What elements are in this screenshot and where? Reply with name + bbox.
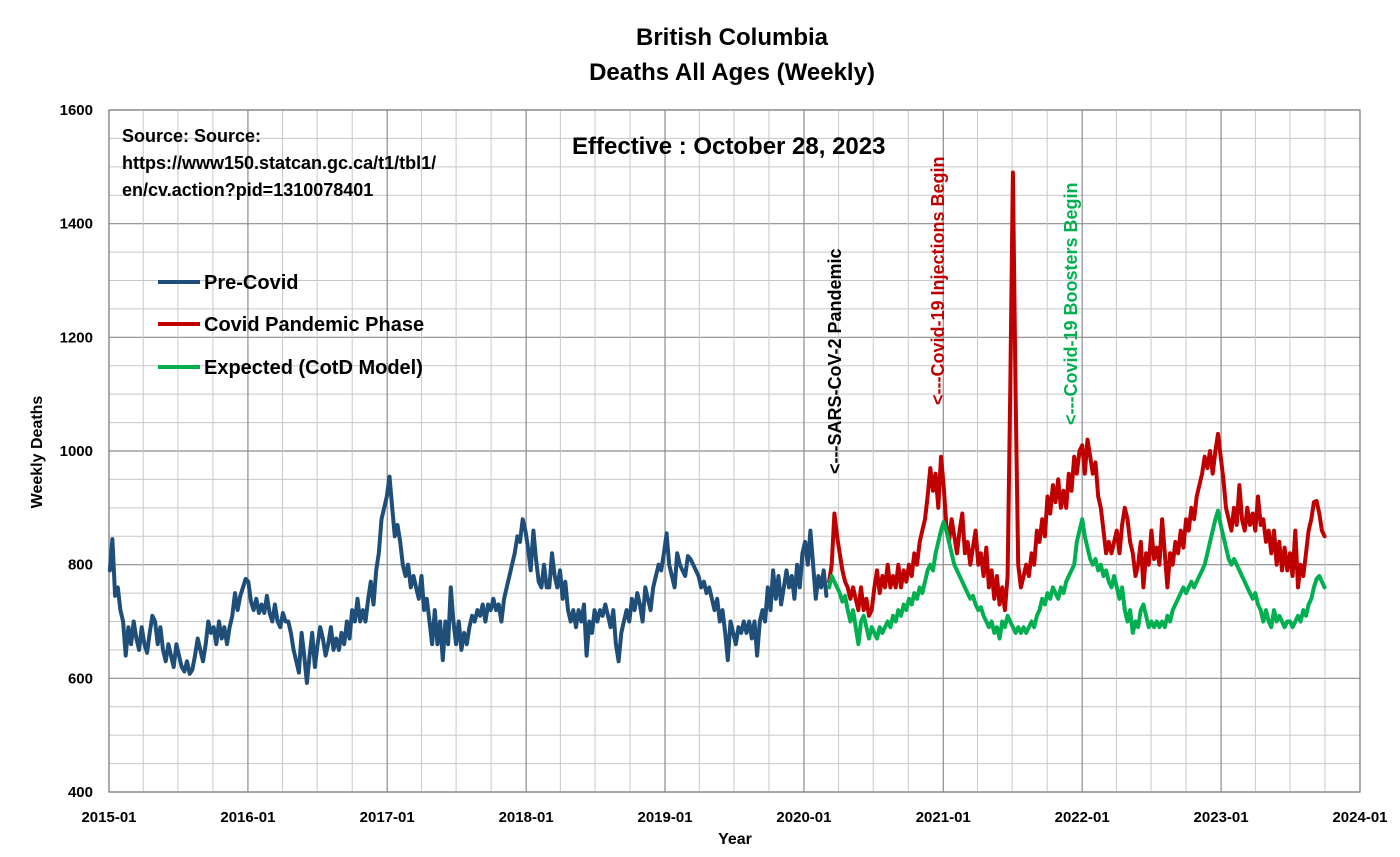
series-line-expected-cotd-model <box>827 508 1327 647</box>
chart-title-line-2: Deaths All Ages (Weekly) <box>589 59 875 86</box>
x-tick-label: 2024-01 <box>1332 809 1387 826</box>
x-tick-label: 2015-01 <box>81 809 136 826</box>
x-axis-label: Year <box>718 831 752 848</box>
y-tick-label: 600 <box>68 670 93 687</box>
effective-date-note: Effective : October 28, 2023 <box>572 133 885 160</box>
y-tick-label: 800 <box>68 557 93 574</box>
series-layer <box>107 170 1327 685</box>
x-tick-label: 2020-01 <box>776 809 831 826</box>
source-note-line-2: https://www150.statcan.gc.ca/t1/tbl1/ <box>122 153 436 173</box>
legend: Pre-Covid Covid Pandemic Phase Expected … <box>158 272 424 379</box>
series-line-covid-pandemic-phase <box>827 170 1327 618</box>
x-tick-label: 2018-01 <box>499 809 554 826</box>
source-note-line-3: en/cv.action?pid=1310078401 <box>122 180 373 200</box>
annotation-injections-begin: <---Covid-19 Injections Begin <box>928 156 948 405</box>
annotation-boosters-begin: <---Covid-19 Boosters Begin <box>1061 182 1081 425</box>
x-tick-label: 2021-01 <box>916 809 971 826</box>
annotation-sars-cov-2-pandemic: <---SARS-CoV-2 Pandemic <box>825 248 845 474</box>
x-tick-label: 2022-01 <box>1055 809 1110 826</box>
x-tick-label: 2017-01 <box>360 809 415 826</box>
plot-area-border <box>108 109 1361 793</box>
x-tick-label: 2023-01 <box>1194 809 1249 826</box>
legend-label-covid-pandemic-phase: Covid Pandemic Phase <box>204 314 424 336</box>
x-tick-label: 2019-01 <box>638 809 693 826</box>
y-tick-label: 1200 <box>60 329 93 346</box>
legend-label-pre-covid: Pre-Covid <box>204 272 298 294</box>
y-axis-label: Weekly Deaths <box>29 396 46 509</box>
y-tick-label: 1000 <box>60 443 93 460</box>
chart-title-line-1: British Columbia <box>636 24 829 51</box>
x-tick-label: 2016-01 <box>220 809 275 826</box>
legend-label-expected: Expected (CotD Model) <box>204 357 423 379</box>
y-tick-label: 1400 <box>60 216 93 233</box>
grid <box>108 109 1361 793</box>
tick-labels: 400 600 800 1000 1200 1400 1600 2015-01 2016-01 2… <box>60 102 1388 826</box>
y-tick-label: 1600 <box>60 102 93 119</box>
series-line-pre-covid <box>107 474 829 685</box>
y-tick-label: 400 <box>68 784 93 801</box>
source-note-line-1: Source: Source: <box>122 126 261 146</box>
